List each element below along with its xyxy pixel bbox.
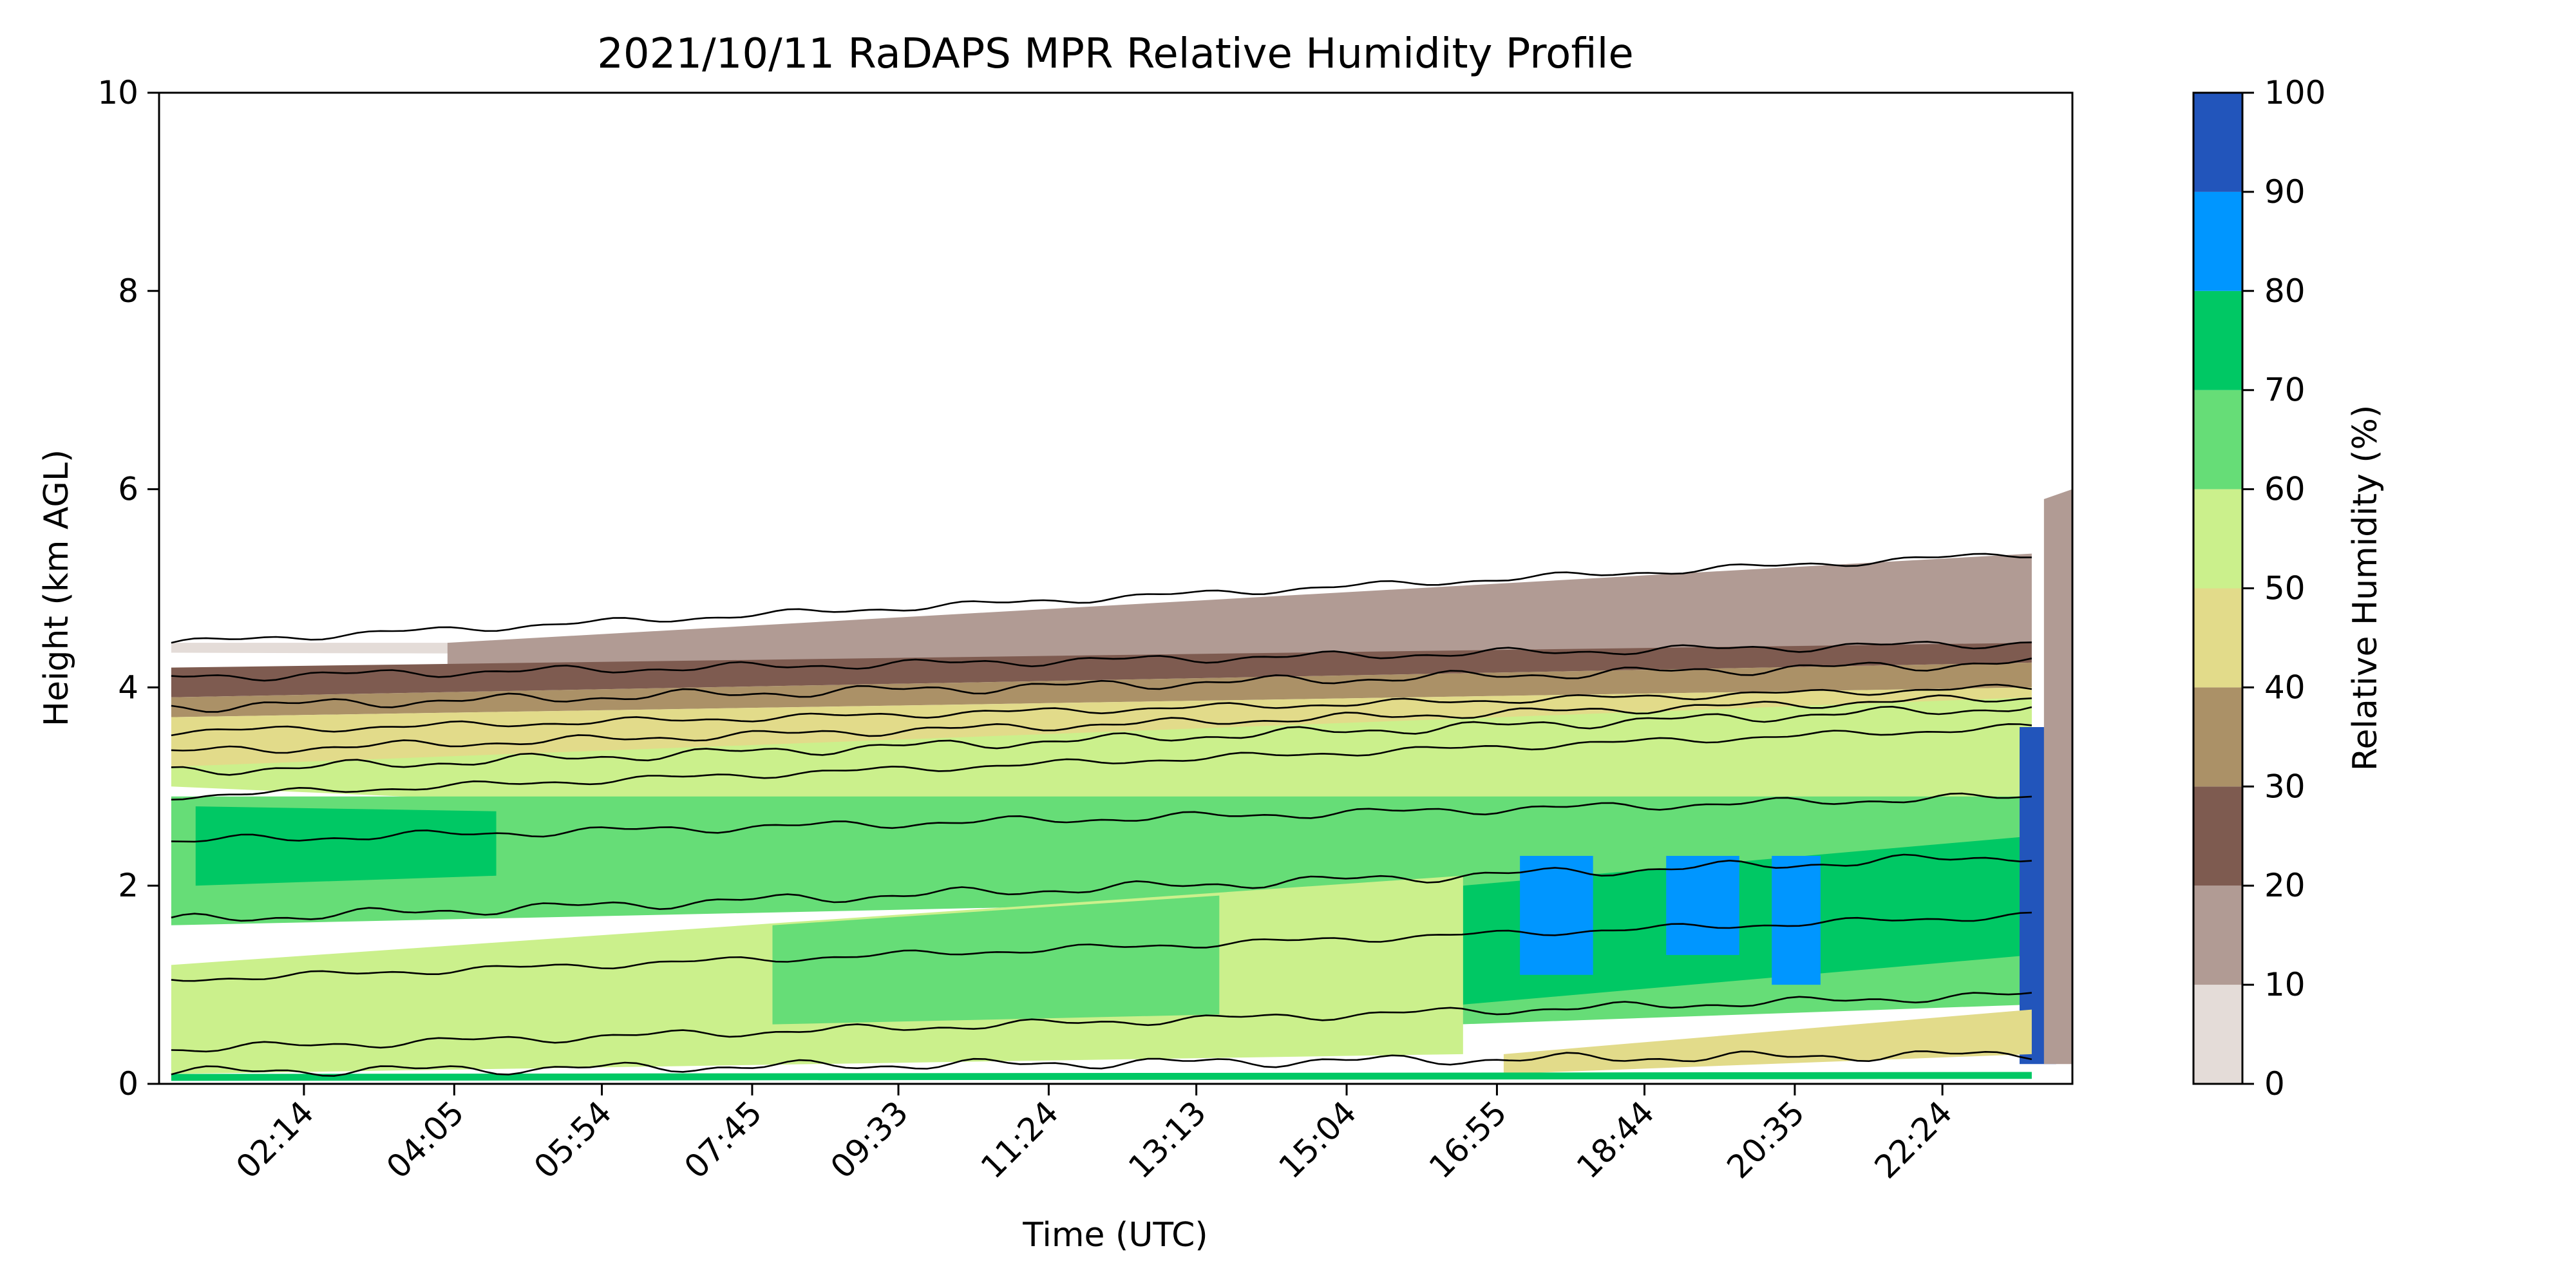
contour-line-10 (171, 911, 2032, 982)
y-tick-label: 2 (118, 867, 138, 904)
colorbar-swatch (2193, 687, 2242, 787)
x-axis: 02:14 04:05 05:54 07:45 09:33 11:24 13:13 15:04… (229, 1084, 1960, 1186)
x-tick-label: 22:24 (1868, 1094, 1960, 1186)
contour-line-9 (171, 853, 2032, 922)
colorbar-tick-label: 20 (2264, 867, 2306, 904)
rh-layer-20-30 (171, 643, 2032, 697)
y-tick-label: 0 (118, 1065, 138, 1103)
colorbar-tick-label: 50 (2264, 570, 2306, 607)
x-tick-label: 20:35 (1720, 1094, 1812, 1186)
contour-line-6 (171, 705, 2032, 776)
rh-surface-layer (171, 1072, 2032, 1081)
x-tick-label: 02:14 (229, 1094, 321, 1186)
contour-line-2 (171, 641, 2032, 682)
x-tick-label: 07:45 (677, 1094, 770, 1186)
y-axis-label: Height (km AGL) (37, 450, 76, 726)
colorbar-swatch (2193, 489, 2242, 589)
rh-layer-30-40 (171, 662, 2032, 717)
colorbar-swatch (2193, 786, 2242, 886)
contour-line-5 (171, 694, 2032, 754)
plot-frame (158, 91, 2074, 1085)
colorbar-tick-label: 100 (2264, 74, 2325, 111)
rh-cell-80-90-c (1772, 856, 1821, 985)
colorbar-tick-label: 80 (2264, 272, 2306, 310)
colorbar-tick-label: 90 (2264, 173, 2306, 211)
rh-layer-40-50-lower (1503, 1009, 2032, 1074)
colorbar-tick-label: 0 (2264, 1065, 2285, 1103)
x-tick-label: 04:05 (379, 1094, 471, 1186)
colorbar-swatch (2193, 290, 2242, 390)
x-tick-label: 05:54 (527, 1094, 619, 1186)
colorbar-swatch (2193, 985, 2242, 1084)
rh-layer-70-80-morning (195, 806, 497, 886)
colorbar-swatch (2193, 886, 2242, 985)
y-axis: 0 2 4 6 8 10 (97, 74, 159, 1103)
y-tick-label: 10 (97, 74, 138, 111)
contour-line-11 (171, 992, 2032, 1053)
colorbar-swatch (2193, 93, 2242, 192)
x-tick-label: 09:33 (824, 1094, 916, 1186)
y-tick-label: 4 (118, 668, 138, 706)
contour-line-8 (171, 792, 2032, 843)
colorbar-tick-label: 30 (2264, 768, 2306, 805)
x-tick-label: 18:44 (1569, 1094, 1662, 1186)
contour-line-1 (171, 553, 2032, 644)
x-tick-label: 16:55 (1422, 1094, 1514, 1186)
colorbar-swatch (2193, 588, 2242, 688)
colorbar: 0 10 20 30 40 50 60 70 80 90 100 (2192, 74, 2325, 1103)
colorbar-swatch (2193, 191, 2242, 291)
colorbar-tick-label: 40 (2264, 668, 2306, 706)
colorbar-tick-label: 70 (2264, 372, 2306, 409)
x-axis-label: Time (UTC) (1022, 1216, 1208, 1255)
rh-edge-column (2043, 489, 2072, 1065)
colorbar-label: Relative Humidity (%) (2346, 405, 2385, 772)
rh-layer-10-20 (447, 553, 2032, 668)
colorbar-tick-label: 60 (2264, 471, 2306, 508)
y-tick-label: 8 (118, 272, 138, 310)
y-tick-label: 6 (118, 471, 138, 508)
colorbar-tick-label: 10 (2264, 966, 2306, 1003)
chart-title: 2021/10/11 RaDAPS MPR Relative Humidity … (597, 30, 1634, 78)
rh-cell-80-90-a (1520, 856, 1593, 975)
rh-cell-80-90-b (1666, 856, 1739, 955)
contour-line-7 (171, 723, 2032, 800)
x-tick-label: 15:04 (1272, 1094, 1364, 1186)
contour-lines (171, 553, 2032, 1077)
rh-layer-60-70-midday (772, 895, 1220, 1025)
colorbar-swatch (2193, 390, 2242, 489)
x-tick-label: 13:13 (1121, 1094, 1213, 1186)
humidity-field (171, 489, 2072, 1081)
contour-line-12 (171, 1050, 2032, 1077)
plot-area (159, 93, 2072, 1084)
contour-line-4 (171, 683, 2032, 737)
contour-line-3 (171, 658, 2032, 713)
x-tick-label: 11:24 (974, 1094, 1066, 1186)
rh-layer-70-80-evening (1463, 836, 2032, 1005)
